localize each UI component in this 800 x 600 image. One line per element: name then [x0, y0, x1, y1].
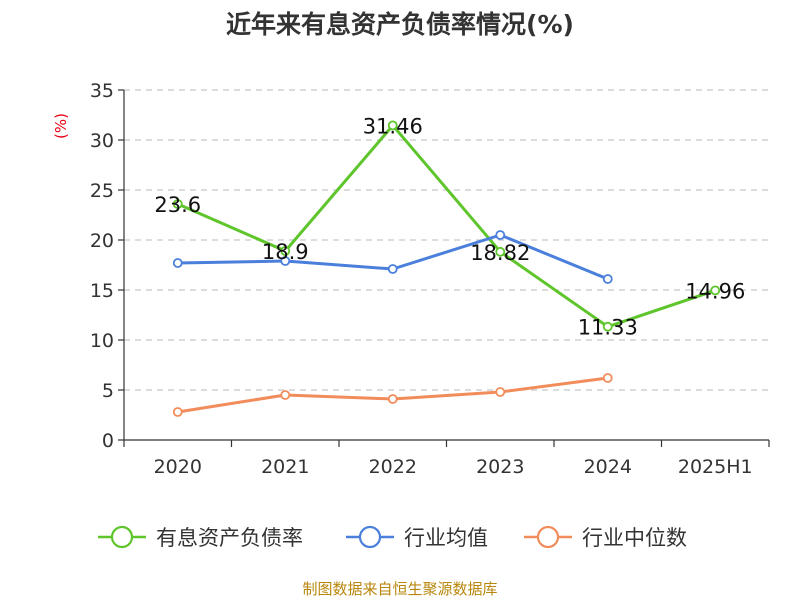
data-point	[172, 407, 183, 417]
legend-swatch-marker	[110, 525, 134, 549]
x-tick-label: 2021	[261, 456, 309, 478]
x-tick-label: 2025H1	[678, 456, 753, 478]
y-tick-label: 35	[90, 80, 114, 102]
source-note: 制图数据来自恒生聚源数据库	[302, 580, 497, 598]
y-tick-label: 25	[90, 180, 114, 202]
y-tick-label: 10	[90, 330, 114, 352]
y-tick-label: 5	[102, 380, 114, 402]
x-tick-label: 2022	[369, 456, 417, 478]
data-point	[602, 321, 613, 332]
data-point	[495, 246, 506, 257]
data-point	[387, 264, 398, 274]
y-axis-unit: (%)	[52, 113, 70, 139]
data-point	[387, 120, 398, 131]
data-point	[710, 285, 721, 296]
data-point	[172, 258, 183, 268]
y-tick-label: 20	[90, 230, 114, 252]
series-line	[177, 123, 716, 329]
data-point	[495, 387, 506, 397]
data-point	[602, 274, 613, 284]
data-point	[602, 373, 613, 383]
chart-title: 近年来有息资产负债率情况(%)	[226, 10, 574, 39]
data-point	[387, 394, 398, 404]
data-label: 31.46	[363, 114, 423, 138]
x-tick-label: 2023	[476, 456, 524, 478]
legend: 有息资产负债率 行业均值 行业中位数	[98, 525, 687, 550]
grid-lines	[124, 89, 769, 391]
data-point	[495, 230, 506, 240]
axes: 0 5 10 15 20 25 30 35 2020 2021 2022 2023 2024 2025H1	[90, 80, 770, 478]
y-tick-label: 0	[102, 430, 114, 452]
data-label: 18.9	[262, 240, 309, 264]
data-label: 23.6	[154, 193, 201, 217]
y-tick-label: 15	[90, 280, 114, 302]
y-tick-label: 30	[90, 130, 114, 152]
data-label: 14.96	[685, 279, 745, 303]
x-tick-label: 2024	[584, 456, 632, 478]
data-label: 18.82	[470, 241, 530, 265]
data-point	[280, 256, 291, 266]
legend-label: 行业均值	[404, 526, 488, 550]
data-point	[280, 390, 291, 400]
legend-label: 行业中位数	[582, 526, 687, 550]
legend-swatch-marker	[536, 525, 560, 549]
x-tick-label: 2020	[154, 456, 202, 478]
legend-swatch-marker	[358, 525, 382, 549]
series-lines	[172, 120, 721, 417]
data-labels: 23.6 18.9 31.46 18.82 11.33 14.96	[154, 114, 745, 339]
data-point	[172, 199, 183, 209]
data-label: 11.33	[578, 316, 638, 340]
legend-label: 有息资产负债率	[156, 526, 303, 550]
data-point	[280, 246, 291, 256]
